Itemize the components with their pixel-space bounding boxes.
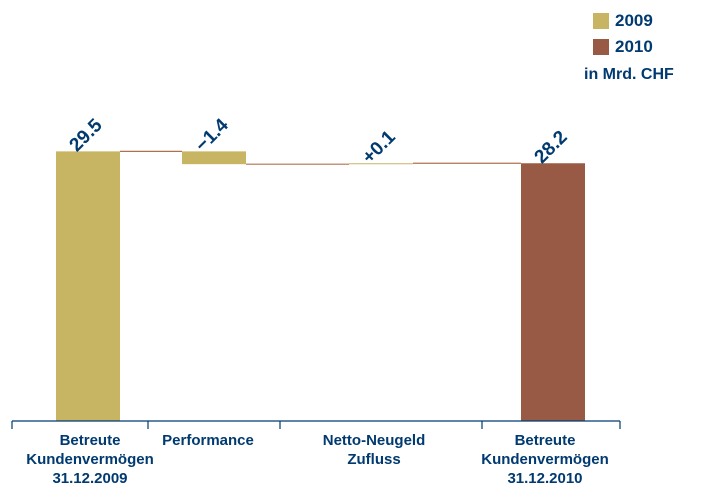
legend-swatch-2009 xyxy=(593,13,609,29)
bars xyxy=(56,151,585,421)
category-label-4-line-1: Betreute xyxy=(515,432,576,449)
legend: 2009 2010 xyxy=(593,8,653,60)
bar-2 xyxy=(182,151,246,165)
category-label-3-line-1: Netto-Neugeld xyxy=(323,432,426,449)
legend-label-2009: 2009 xyxy=(615,11,653,30)
category-label-2-line-1: Performance xyxy=(162,432,254,449)
legend-item-2009: 2009 xyxy=(593,8,653,34)
connector-lines xyxy=(120,150,521,165)
category-label-1-line-2: Kundenvermögen xyxy=(26,451,154,468)
category-label-4-line-2: Kundenvermögen xyxy=(481,451,609,468)
category-label-4-line-3: 31.12.2010 xyxy=(507,470,582,487)
value-label-4: 28.2 xyxy=(531,127,572,168)
value-label-1: 29.5 xyxy=(66,115,107,156)
category-label-1-line-1: Betreute xyxy=(60,432,121,449)
category-label-1-line-3: 31.12.2009 xyxy=(52,470,127,487)
unit-label: in Mrd. CHF xyxy=(584,66,674,83)
value-label-2: −1.4 xyxy=(191,114,233,156)
bar-3 xyxy=(349,163,413,165)
x-axis xyxy=(11,420,621,429)
bar-4 xyxy=(521,163,585,421)
legend-label-2010: 2010 xyxy=(615,37,653,56)
category-labels: Betreute Kundenvermögen 31.12.2009 Performa… xyxy=(26,432,609,487)
legend-item-2010: 2010 xyxy=(593,34,653,60)
value-label-3: +0.1 xyxy=(358,126,400,168)
legend-swatch-2010 xyxy=(593,39,609,55)
value-labels: 29.5 −1.4 +0.1 28.2 xyxy=(66,114,572,168)
bar-1 xyxy=(56,151,120,421)
category-label-3-line-2: Zufluss xyxy=(347,451,400,468)
